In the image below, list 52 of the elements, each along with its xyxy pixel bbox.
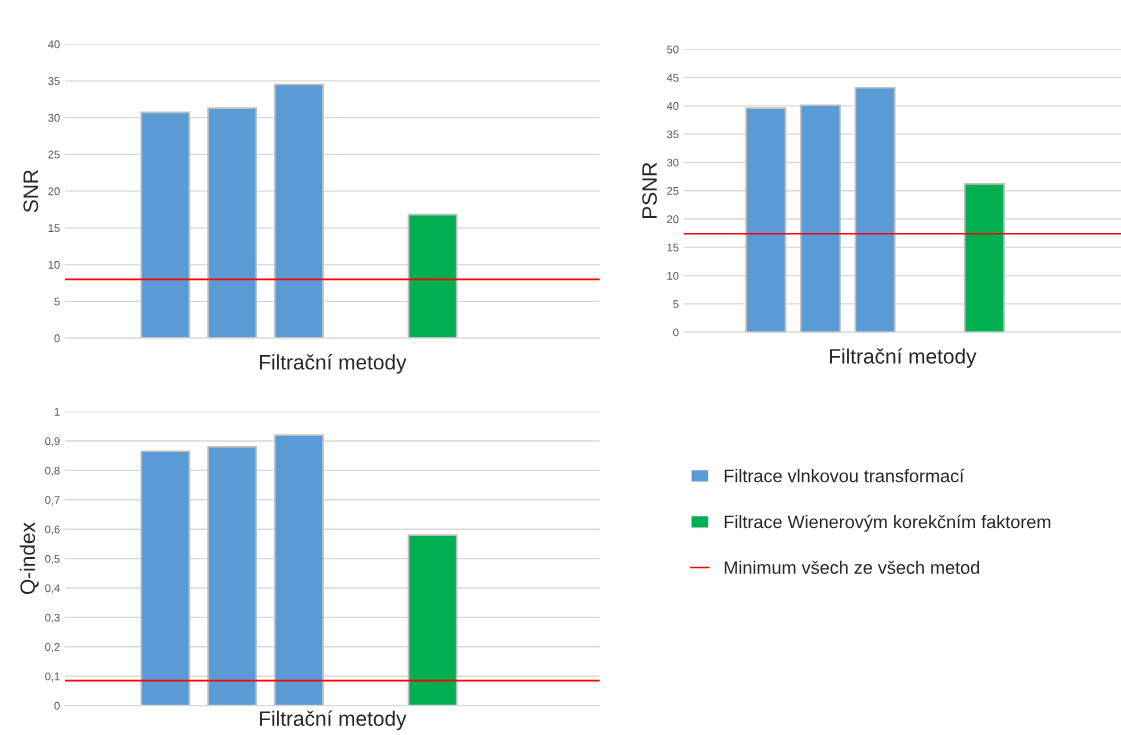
y-tick-label: 5: [54, 297, 60, 306]
y-tick-label: 10: [48, 260, 60, 269]
y-tick-label: 15: [667, 243, 679, 252]
y-tick-label: 0,7: [45, 496, 60, 506]
y-tick-label: 0,8: [45, 466, 60, 476]
bar: [274, 83, 324, 339]
y-tick-label: 15: [48, 224, 60, 232]
x-axis-title: Filtrační metody: [830, 348, 977, 368]
bar: [274, 434, 324, 706]
bar: [745, 107, 787, 333]
y-tick-label: 10: [667, 271, 679, 280]
y-tick-label: 20: [667, 215, 679, 224]
y-axis-title: PSNR: [642, 162, 657, 218]
y-tick-label: 25: [667, 187, 679, 195]
legend-label: Filtrace vlnkovou transformací: [724, 468, 965, 483]
legend-label: Minimum všech ze všech metod: [724, 560, 980, 574]
y-tick-label: 0,6: [45, 525, 60, 535]
bar: [140, 111, 191, 339]
y-tick-label: 0,4: [45, 584, 60, 594]
y-tick-label: 0: [673, 328, 679, 337]
y-axis-title: SNR: [23, 170, 39, 213]
x-axis-title: Filtrační metody: [259, 354, 407, 374]
y-tick-label: 30: [667, 158, 679, 167]
legend-label: Filtrace Wienerovým korekčním faktorem: [724, 514, 1051, 532]
y-tick-label: 0,9: [45, 437, 60, 447]
y-tick-label: 5: [673, 300, 679, 309]
bar: [407, 213, 458, 339]
bar: [854, 86, 896, 333]
bar: [407, 534, 458, 706]
y-tick-label: 40: [48, 40, 60, 49]
bar: [140, 450, 191, 706]
y-tick-label: 0,2: [45, 643, 60, 653]
y-tick-label: 25: [48, 150, 60, 159]
y-tick-label: 35: [48, 77, 60, 85]
bar: [207, 107, 258, 339]
bar: [799, 104, 841, 333]
y-tick-label: 0: [54, 701, 60, 710]
x-axis-title: Filtrační metody: [259, 710, 407, 731]
y-tick-label: 0,3: [45, 613, 60, 623]
y-tick-label: 45: [666, 73, 679, 82]
y-tick-label: 0,5: [45, 554, 60, 565]
y-tick-label: 35: [667, 130, 679, 139]
y-tick-label: 0,1: [45, 672, 60, 682]
y-tick-label: 30: [48, 113, 60, 122]
y-tick-label: 1: [54, 407, 60, 416]
y-tick-label: 50: [667, 45, 679, 54]
bar: [207, 446, 258, 706]
y-tick-label: 20: [48, 187, 60, 196]
y-tick-label: 40: [666, 102, 679, 110]
bar: [963, 183, 1005, 333]
y-axis-title: Q-index: [19, 522, 39, 595]
y-tick-label: 0: [54, 334, 60, 343]
